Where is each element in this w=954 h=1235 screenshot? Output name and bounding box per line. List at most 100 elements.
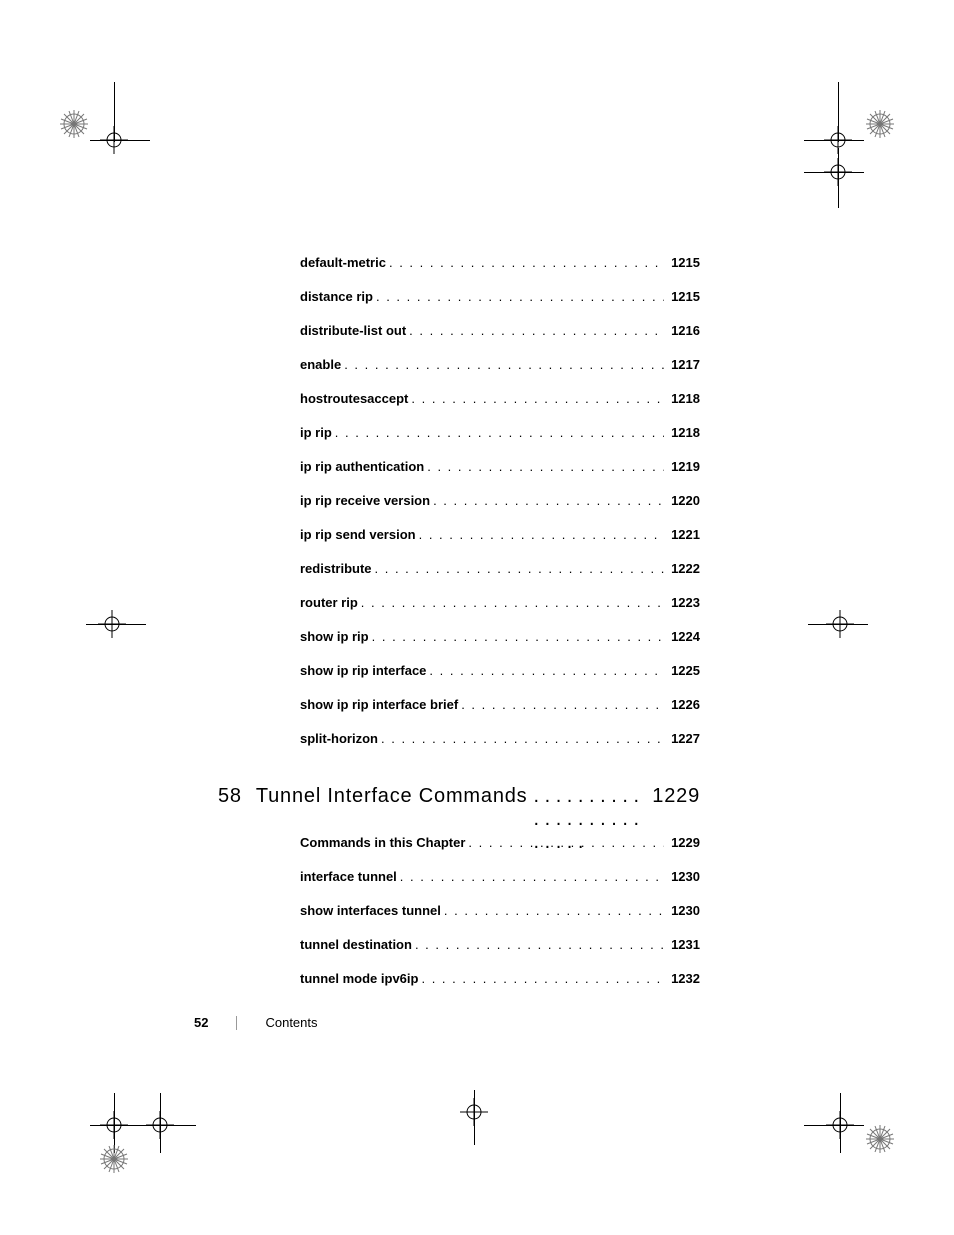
crosshair-icon [100, 126, 128, 154]
chapter-number: 58 [218, 785, 242, 808]
toc-entry-label: interface tunnel [300, 869, 397, 884]
toc-entry-label: hostroutesaccept [300, 391, 408, 406]
toc-entry: ip rip 1218 [300, 425, 700, 440]
toc-entry-page: 1227 [664, 731, 700, 746]
leader-dots [358, 595, 664, 610]
starburst-icon [60, 110, 88, 138]
crosshair-icon [460, 1098, 488, 1126]
toc-entry-label: Commands in this Chapter [300, 835, 465, 850]
leader-dots [386, 255, 664, 270]
reg-mark-top-left [0, 0, 180, 220]
footer-separator [236, 1016, 237, 1030]
toc-entry: split-horizon 1227 [300, 731, 700, 746]
reg-mark-bottom-right [754, 1035, 954, 1235]
crosshair-icon [100, 1111, 128, 1139]
toc-entry: ip rip send version 1221 [300, 527, 700, 542]
toc-entry-page: 1219 [664, 459, 700, 474]
toc-entry-label: ip rip send version [300, 527, 416, 542]
leader-dots [378, 731, 664, 746]
leader-dots [408, 391, 664, 406]
toc-entry-label: split-horizon [300, 731, 378, 746]
crosshair-icon [826, 1111, 854, 1139]
toc-entry-page: 1224 [664, 629, 700, 644]
toc-entry-page: 1218 [664, 425, 700, 440]
toc-entry-page: 1231 [664, 937, 700, 952]
toc-entry-page: 1229 [664, 835, 700, 850]
toc-entry: show ip rip 1224 [300, 629, 700, 644]
leader-dots [397, 869, 664, 884]
toc-entry: show ip rip interface brief1226 [300, 697, 700, 712]
starburst-icon [100, 1145, 128, 1173]
page: default-metric 1215 distance rip 1215 distri… [0, 0, 954, 1235]
toc-entry-page: 1232 [664, 971, 700, 986]
toc-entry-page: 1226 [664, 697, 700, 712]
starburst-icon [866, 110, 894, 138]
toc-entry: redistribute1222 [300, 561, 700, 576]
crosshair-icon [824, 158, 852, 186]
toc-entry-page: 1215 [664, 255, 700, 270]
toc-entry-page: 1225 [664, 663, 700, 678]
leader-dots [369, 629, 664, 644]
toc-entry-label: default-metric [300, 255, 386, 270]
reg-mark-top-right [754, 0, 954, 220]
toc-entry-label: router rip [300, 595, 358, 610]
reg-mark-left-mid [0, 590, 160, 670]
toc-entry: distance rip 1215 [300, 289, 700, 304]
crosshair-icon [824, 126, 852, 154]
leader-dots [424, 459, 664, 474]
toc-entry-page: 1218 [664, 391, 700, 406]
footer-page-number: 52 [194, 1015, 208, 1030]
toc-entry-page: 1215 [664, 289, 700, 304]
toc-entry: router rip 1223 [300, 595, 700, 610]
footer-label: Contents [265, 1015, 317, 1030]
toc-entry-page: 1230 [664, 869, 700, 884]
toc-entry: Commands in this Chapter 1229 [300, 835, 700, 850]
toc-entry: tunnel mode ipv6ip 1232 [300, 971, 700, 986]
leader-dots [416, 527, 664, 542]
reg-mark-right-mid [794, 590, 954, 670]
toc-entry-label: tunnel mode ipv6ip [300, 971, 418, 986]
leader-dots [441, 903, 664, 918]
crosshair-icon [826, 610, 854, 638]
toc-entry-label: show ip rip interface [300, 663, 426, 678]
toc-entry-label: ip rip [300, 425, 332, 440]
toc-entry-page: 1216 [664, 323, 700, 338]
toc-entry-label: ip rip receive version [300, 493, 430, 508]
starburst-icon [866, 1125, 894, 1153]
toc-entry: default-metric 1215 [300, 255, 700, 270]
toc-entry-label: show ip rip [300, 629, 369, 644]
toc-entry-page: 1223 [664, 595, 700, 610]
leader-dots [406, 323, 664, 338]
toc-entry-label: show interfaces tunnel [300, 903, 441, 918]
leader-dots [412, 937, 664, 952]
page-footer: 52 Contents [194, 1015, 614, 1030]
crosshair-icon [146, 1111, 174, 1139]
toc-entry: interface tunnel 1230 [300, 869, 700, 884]
toc-entry: ip rip receive version 1220 [300, 493, 700, 508]
toc-entry-label: tunnel destination [300, 937, 412, 952]
toc-entry-page: 1221 [664, 527, 700, 542]
toc-entry: tunnel destination 1231 [300, 937, 700, 952]
reg-mark-bottom-center [440, 1080, 520, 1160]
toc-entry-label: distribute-list out [300, 323, 406, 338]
toc-entry: hostroutesaccept 1218 [300, 391, 700, 406]
leader-dots [458, 697, 664, 712]
toc-entry: show ip rip interface 1225 [300, 663, 700, 678]
toc-entry: enable1217 [300, 357, 700, 372]
toc-entry-page: 1220 [664, 493, 700, 508]
crosshair-icon [98, 610, 126, 638]
toc-entry-label: enable [300, 357, 341, 372]
leader-dots [332, 425, 664, 440]
leader-dots [372, 561, 664, 576]
chapter-title: Tunnel Interface Commands [256, 785, 528, 808]
leader-dots [341, 357, 664, 372]
toc-entry: ip rip authentication1219 [300, 459, 700, 474]
toc-entry: distribute-list out 1216 [300, 323, 700, 338]
toc-entry-page: 1230 [664, 903, 700, 918]
toc-section-1: default-metric 1215 distance rip 1215 distri… [300, 255, 700, 765]
leader-dots [465, 835, 664, 850]
toc-entry-label: distance rip [300, 289, 373, 304]
leader-dots [426, 663, 664, 678]
reg-mark-bottom-left [0, 1035, 200, 1235]
leader-dots [373, 289, 664, 304]
